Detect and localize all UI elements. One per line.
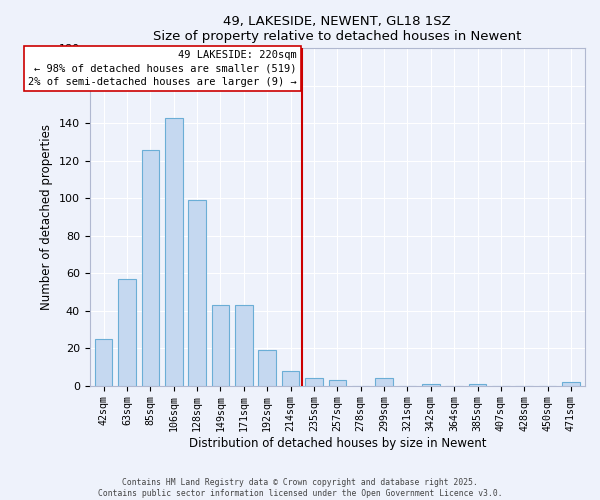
Text: 49 LAKESIDE: 220sqm
← 98% of detached houses are smaller (519)
2% of semi-detach: 49 LAKESIDE: 220sqm ← 98% of detached ho… <box>28 50 296 86</box>
Y-axis label: Number of detached properties: Number of detached properties <box>40 124 53 310</box>
Bar <box>375 378 393 386</box>
Title: 49, LAKESIDE, NEWENT, GL18 1SZ
Size of property relative to detached houses in N: 49, LAKESIDE, NEWENT, GL18 1SZ Size of p… <box>153 15 521 43</box>
Bar <box>259 350 276 386</box>
Bar <box>282 370 299 386</box>
Bar <box>422 384 440 386</box>
Bar <box>118 279 136 386</box>
X-axis label: Distribution of detached houses by size in Newent: Distribution of detached houses by size … <box>188 437 486 450</box>
Bar <box>165 118 182 386</box>
Bar <box>235 305 253 386</box>
Bar <box>212 305 229 386</box>
Bar <box>95 339 112 386</box>
Text: Contains HM Land Registry data © Crown copyright and database right 2025.
Contai: Contains HM Land Registry data © Crown c… <box>98 478 502 498</box>
Bar <box>188 200 206 386</box>
Bar <box>142 150 159 386</box>
Bar <box>305 378 323 386</box>
Bar <box>562 382 580 386</box>
Bar <box>329 380 346 386</box>
Bar <box>469 384 486 386</box>
